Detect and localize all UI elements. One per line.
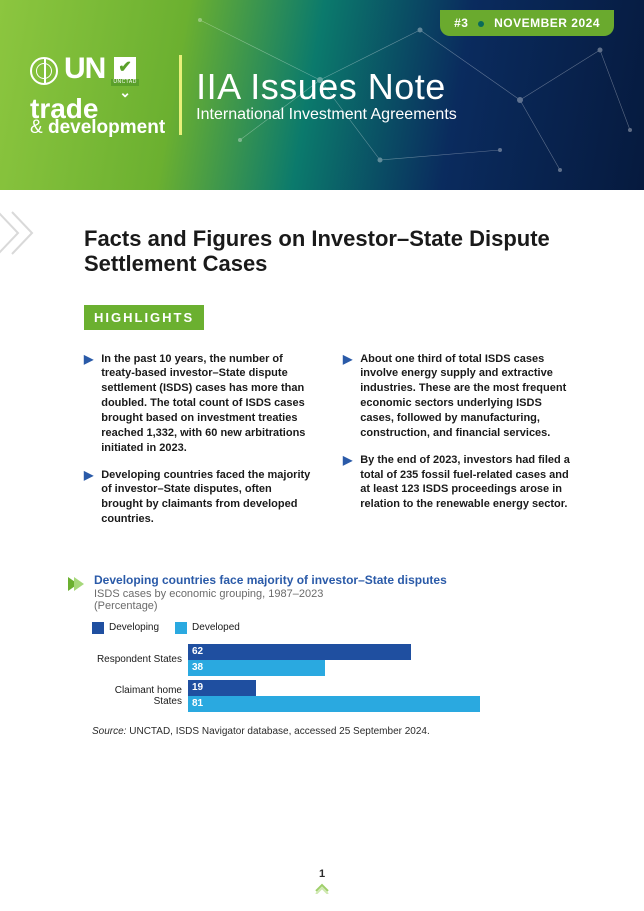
un-globe-icon <box>30 57 58 85</box>
bullet-marker-icon: ▶ <box>84 352 93 456</box>
legend-item: Developed <box>175 622 240 634</box>
chart-source: Source: UNCTAD, ISDS Navigator database,… <box>92 726 574 737</box>
issue-badge: #3 NOVEMBER 2024 <box>440 10 614 36</box>
bar-row: 19 <box>188 680 574 696</box>
bar-row: 38 <box>188 660 574 676</box>
bullet-marker-icon: ▶ <box>343 453 352 512</box>
source-text: UNCTAD, ISDS Navigator database, accesse… <box>129 726 430 737</box>
chart-chevron-icon <box>66 575 84 593</box>
un-trade-logo: UN ✔ UNCTAD ⌄ trade & development <box>30 55 165 136</box>
bullet-text: Developing countries faced the majority … <box>101 468 315 527</box>
issue-month: NOVEMBER 2024 <box>494 16 600 30</box>
bar: 81 <box>188 696 480 712</box>
source-label: Source: <box>92 726 126 737</box>
chart-unit: (Percentage) <box>94 600 447 612</box>
bar-row: 81 <box>188 696 574 712</box>
legend-label: Developed <box>192 622 240 633</box>
report-header: #3 NOVEMBER 2024 UN ✔ UNCTAD ⌄ trade & d… <box>0 0 644 190</box>
bullet-text: About one third of total ISDS cases invo… <box>360 352 574 441</box>
issue-number: #3 <box>454 16 468 30</box>
chart-head: Developing countries face majority of in… <box>66 573 574 612</box>
bar-group: Respondent States6238 <box>92 644 574 676</box>
bar-group-label: Claimant home States <box>92 685 188 707</box>
highlights-col-right: ▶ About one third of total ISDS cases in… <box>343 352 574 539</box>
title-main: IIA Issues Note <box>196 66 457 108</box>
bar-group: Claimant home States1981 <box>92 680 574 712</box>
page-footer: 1 <box>0 868 644 897</box>
legend-swatch <box>175 622 187 634</box>
highlight-bullet: ▶ Developing countries faced the majorit… <box>84 468 315 527</box>
highlights-badge: HIGHLIGHTS <box>84 305 204 330</box>
chevrons-decoration-icon <box>0 206 48 260</box>
legend-label: Developing <box>109 622 159 633</box>
brand-block: UN ✔ UNCTAD ⌄ trade & development IIA Is… <box>30 55 457 136</box>
bullet-marker-icon: ▶ <box>343 352 352 441</box>
content-area: Facts and Figures on Investor–State Disp… <box>0 190 644 737</box>
highlights-col-left: ▶ In the past 10 years, the number of tr… <box>84 352 315 539</box>
brand-dev: & development <box>30 119 165 136</box>
footer-chevron-icon <box>313 882 331 894</box>
bar: 62 <box>188 644 411 660</box>
highlight-bullet: ▶ By the end of 2023, investors had file… <box>343 453 574 512</box>
chart-bars: Respondent States6238Claimant home State… <box>92 644 574 712</box>
bar: 38 <box>188 660 325 676</box>
bullet-marker-icon: ▶ <box>84 468 93 527</box>
dot-separator <box>478 21 484 27</box>
bar-stack: 1981 <box>188 680 574 712</box>
brand-un: UN <box>64 55 105 82</box>
chart-block: Developing countries face majority of in… <box>84 573 574 737</box>
unctad-mark-icon: ✔ UNCTAD ⌄ <box>111 57 138 100</box>
bar: 19 <box>188 680 256 696</box>
bar-stack: 6238 <box>188 644 574 676</box>
bar-group-label: Respondent States <box>92 654 188 665</box>
chart-legend: Developing Developed <box>92 622 574 634</box>
brand-divider <box>179 55 182 135</box>
highlight-bullet: ▶ About one third of total ISDS cases in… <box>343 352 574 441</box>
chart-title: Developing countries face majority of in… <box>94 573 447 587</box>
legend-swatch <box>92 622 104 634</box>
highlights-columns: ▶ In the past 10 years, the number of tr… <box>84 352 574 539</box>
bullet-text: In the past 10 years, the number of trea… <box>101 352 315 456</box>
chart-subtitle: ISDS cases by economic grouping, 1987–20… <box>94 588 447 600</box>
header-title-block: IIA Issues Note International Investment… <box>196 66 457 124</box>
bullet-text: By the end of 2023, investors had filed … <box>360 453 574 512</box>
page-number: 1 <box>0 868 644 880</box>
bar-row: 62 <box>188 644 574 660</box>
document-title: Facts and Figures on Investor–State Disp… <box>84 226 574 277</box>
title-sub: International Investment Agreements <box>196 106 457 124</box>
highlight-bullet: ▶ In the past 10 years, the number of tr… <box>84 352 315 456</box>
legend-item: Developing <box>92 622 159 634</box>
